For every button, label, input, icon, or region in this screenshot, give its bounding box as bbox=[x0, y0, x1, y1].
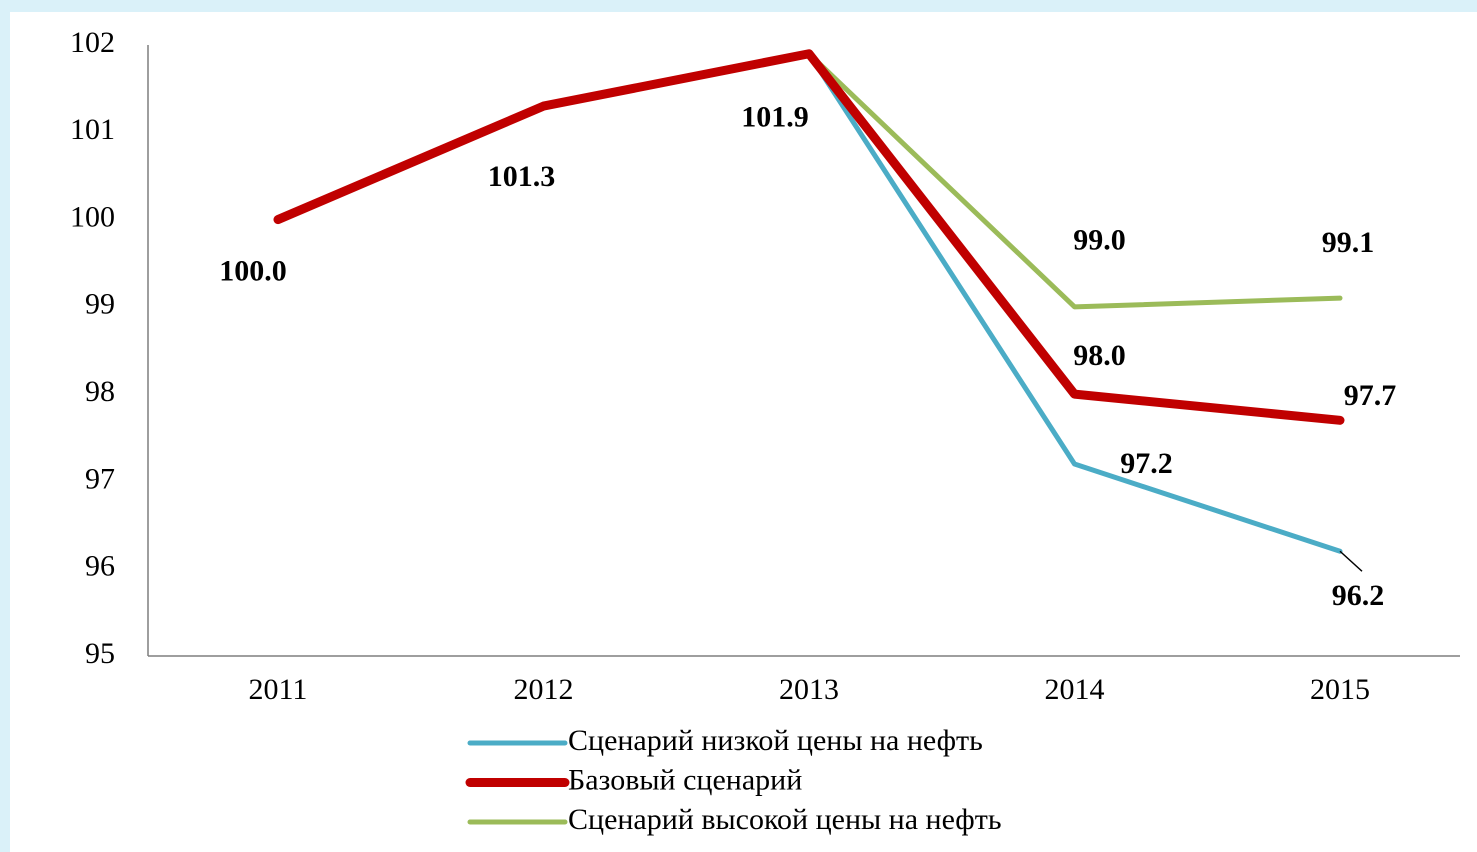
series-line bbox=[273, 49, 1345, 425]
y-tick-label: 95 bbox=[85, 637, 115, 670]
y-tick-label: 101 bbox=[70, 113, 115, 146]
x-tick-label: 2014 bbox=[1045, 673, 1105, 706]
leader-line bbox=[1339, 550, 1363, 572]
data-label: 101.9 bbox=[741, 101, 809, 134]
legend-label: Сценарий высокой цены на нефть bbox=[568, 803, 1002, 836]
x-tick-label: 2012 bbox=[514, 673, 574, 706]
data-label: 100.0 bbox=[219, 254, 287, 287]
series-line bbox=[806, 51, 1343, 310]
legend-label: Сценарий низкой цены на нефть bbox=[568, 724, 983, 757]
x-tick-label: 2011 bbox=[249, 673, 308, 706]
data-label: 97.7 bbox=[1344, 379, 1397, 412]
y-tick-label: 98 bbox=[85, 375, 115, 408]
data-label: 99.0 bbox=[1073, 224, 1126, 257]
legend-label: Базовый сценарий bbox=[568, 763, 802, 796]
y-tick-label: 100 bbox=[70, 200, 115, 233]
y-tick-label: 96 bbox=[85, 550, 115, 583]
y-tick-label: 102 bbox=[70, 26, 115, 59]
data-label: 99.1 bbox=[1322, 226, 1375, 259]
chart-area bbox=[10, 12, 1477, 852]
data-label: 97.2 bbox=[1120, 447, 1173, 480]
x-tick-label: 2015 bbox=[1310, 673, 1370, 706]
data-label: 96.2 bbox=[1332, 579, 1385, 612]
data-label: 101.3 bbox=[488, 160, 556, 193]
y-tick-label: 99 bbox=[85, 288, 115, 321]
data-label: 98.0 bbox=[1073, 339, 1126, 372]
series-line bbox=[806, 51, 1343, 554]
y-tick-label: 97 bbox=[85, 462, 115, 495]
x-tick-label: 2013 bbox=[779, 673, 839, 706]
